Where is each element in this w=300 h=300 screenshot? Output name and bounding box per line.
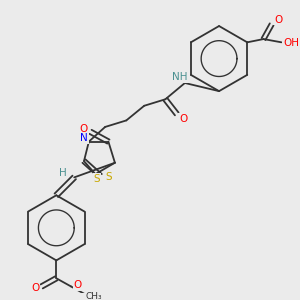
Text: O: O bbox=[80, 124, 88, 134]
Text: CH₃: CH₃ bbox=[85, 292, 102, 300]
Text: O: O bbox=[274, 14, 282, 25]
Text: N: N bbox=[80, 133, 88, 143]
Text: S: S bbox=[94, 174, 100, 184]
Text: H: H bbox=[59, 167, 67, 178]
Text: O: O bbox=[179, 114, 188, 124]
Text: S: S bbox=[105, 172, 112, 182]
Text: O: O bbox=[73, 280, 82, 290]
Text: O: O bbox=[31, 283, 39, 293]
Text: NH: NH bbox=[172, 72, 188, 82]
Text: OH: OH bbox=[283, 38, 299, 48]
